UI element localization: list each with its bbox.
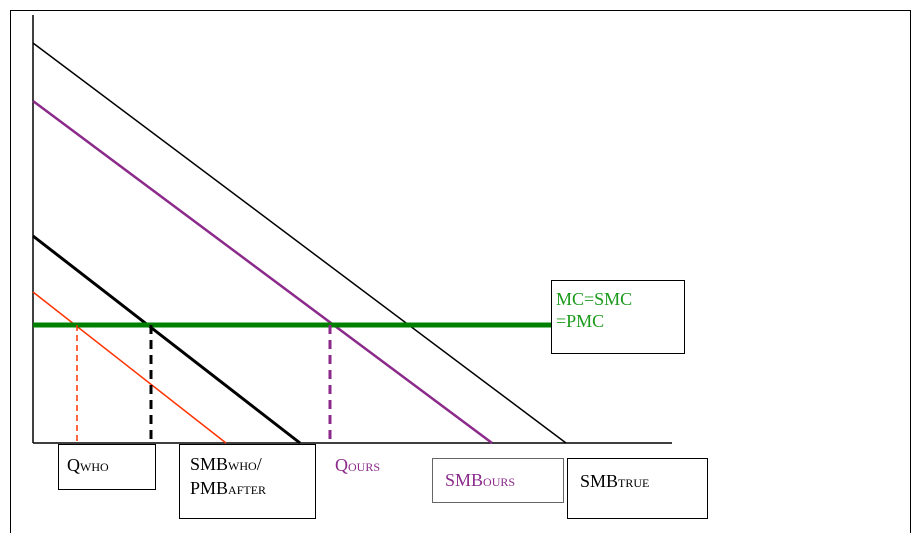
pmb-curve	[32, 291, 227, 444]
smb-who-main: SMB	[190, 454, 229, 474]
q-ours-main: Q	[335, 455, 348, 475]
smb-who-label: SMBWHO/ PMBAFTER	[179, 444, 316, 519]
q-ours-label: QOURS	[335, 447, 425, 483]
smb-ours-main: SMB	[445, 470, 484, 490]
smb-ours-label: SMBOURS	[432, 458, 564, 503]
smb-who-slash: /	[256, 454, 262, 474]
q-who-label: QWHO	[58, 444, 156, 490]
smb-true-label: SMBTRUE	[567, 458, 708, 519]
q-who-sub: WHO	[80, 460, 109, 474]
smb-ours-curve	[32, 99, 493, 445]
pmb-after-sub: AFTER	[228, 483, 267, 497]
mc-label-line2: =PMC	[556, 311, 605, 331]
mc-label: MC=SMC =PMC	[551, 280, 685, 354]
mc-label-line1: MC=SMC	[556, 289, 633, 309]
smb-who-curve	[32, 234, 301, 445]
smb-who-sub: WHO	[228, 459, 257, 473]
smb-true-sub: TRUE	[618, 476, 650, 490]
diagram-frame	[10, 10, 911, 533]
smb-ours-sub: OURS	[483, 475, 516, 489]
pmb-after-main: PMB	[190, 478, 229, 498]
smb-true-main: SMB	[580, 471, 619, 491]
q-who-main: Q	[67, 455, 80, 475]
smb-true-curve	[32, 42, 567, 444]
q-ours-sub: OURS	[348, 460, 381, 474]
